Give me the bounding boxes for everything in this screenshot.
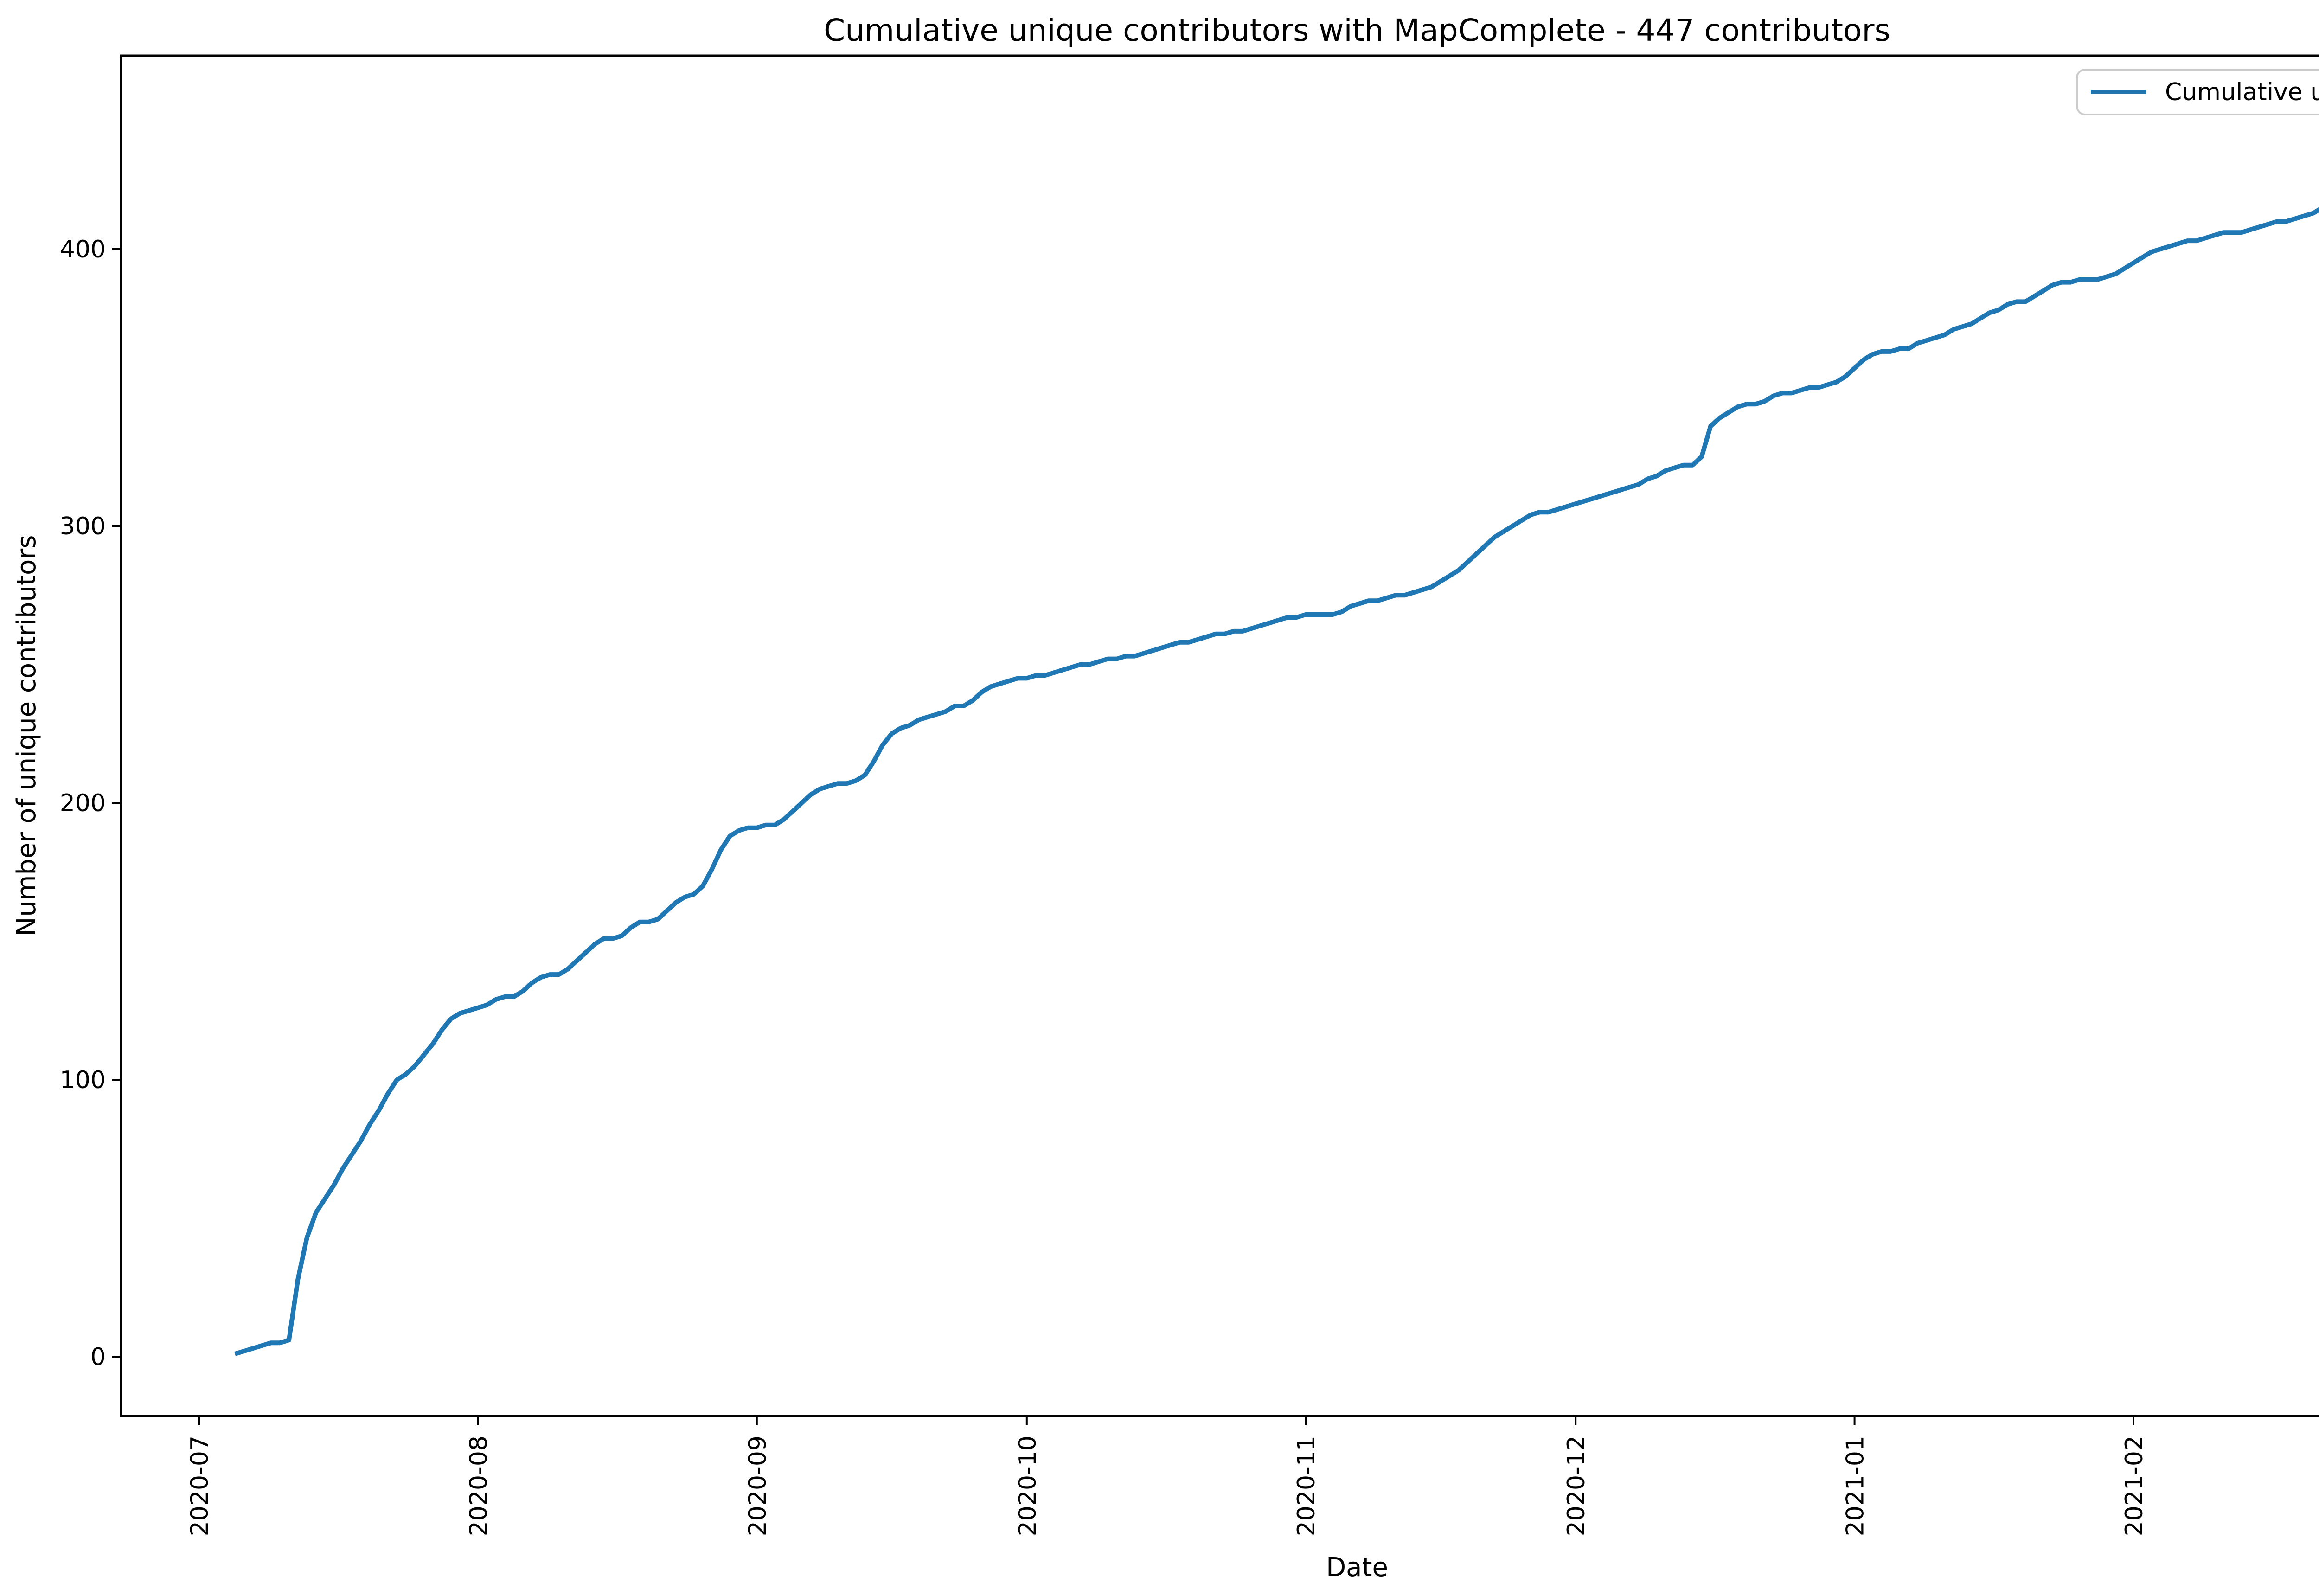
x-axis-label: Date	[1326, 1552, 1388, 1583]
x-tick-label: 2020-09	[744, 1436, 772, 1536]
y-tick-label: 0	[90, 1343, 106, 1371]
x-axis-ticks: 2020-07 2020-08 2020-09 2020-10 2020-11 2020-…	[186, 1416, 2148, 1536]
x-tick-label: 2020-12	[1563, 1436, 1590, 1536]
y-axis-ticks: 0 100 200 300 400	[60, 236, 121, 1371]
x-tick-label: 2020-07	[186, 1436, 214, 1536]
x-tick-label: 2021-01	[1842, 1436, 1870, 1536]
legend: Cumulative unique contributors	[2076, 69, 2319, 115]
y-tick-label: 300	[60, 513, 106, 540]
legend-box	[2076, 69, 2319, 115]
x-tick-label: 2020-10	[1014, 1436, 1042, 1536]
x-tick-label: 2020-11	[1293, 1436, 1320, 1536]
y-axis-label: Number of unique contributors	[12, 535, 42, 936]
chart-title: Cumulative unique contributors with MapC…	[824, 13, 1890, 48]
y-tick-label: 400	[60, 236, 106, 263]
plot-border	[120, 54, 2319, 1417]
legend-label: Cumulative unique contributors	[2165, 78, 2319, 106]
y-tick-label: 100	[60, 1066, 106, 1094]
x-tick-label: 2020-08	[465, 1436, 493, 1536]
series-line-cumulative-contributors	[234, 207, 2319, 1356]
y-tick-label: 200	[60, 789, 106, 817]
x-tick-label: 2021-02	[2120, 1436, 2148, 1536]
